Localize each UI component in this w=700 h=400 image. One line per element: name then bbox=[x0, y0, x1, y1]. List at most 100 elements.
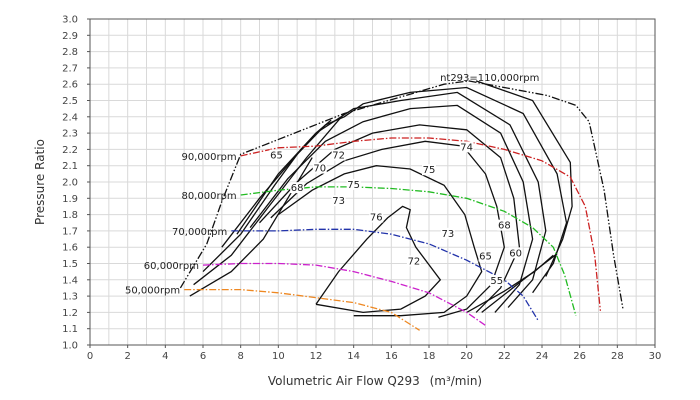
efficiency-label: 65 bbox=[479, 252, 492, 263]
plot-frame bbox=[89, 18, 656, 346]
surge-and-max-speed-lines bbox=[179, 80, 624, 310]
efficiency-label: 68 bbox=[291, 183, 304, 194]
efficiency-label: 72 bbox=[332, 151, 345, 162]
x-tick-label: 6 bbox=[200, 351, 206, 362]
x-tick-label: 22 bbox=[498, 351, 511, 362]
y-tick-label: 2.0 bbox=[62, 178, 78, 189]
efficiency-label-bg bbox=[269, 149, 284, 161]
efficiency-label: 75 bbox=[423, 165, 436, 176]
labels: 90,000rpm 80,000rpm 70,000rpm 60,000rpm 50,0… bbox=[125, 73, 539, 296]
y-tick-label: 1.1 bbox=[62, 324, 78, 335]
efficiency-contour-75 bbox=[277, 165, 483, 317]
efficiency-label-bg bbox=[312, 162, 327, 174]
speed-line-label: 90,000rpm bbox=[181, 152, 236, 163]
efficiency-label: 75 bbox=[347, 180, 360, 191]
x-axis-title: Volumetric Air Flow Q293 (m³/min) bbox=[268, 374, 482, 388]
y-tick-label: 1.8 bbox=[62, 210, 78, 221]
efficiency-label: 65 bbox=[270, 151, 283, 162]
efficiency-label-bg bbox=[440, 227, 455, 239]
efficiency-label-bg bbox=[331, 195, 346, 207]
efficiency-islands bbox=[189, 80, 573, 318]
x-axis-ticks: 0 2 4 6 8 10 12 14 16 18 20 22 24 26 28 30 bbox=[87, 345, 662, 362]
speed-line-label: 50,000rpm bbox=[125, 286, 180, 297]
surge-line bbox=[179, 80, 469, 289]
speed-line-90,000rpm bbox=[240, 137, 602, 311]
x-tick-label: 30 bbox=[649, 351, 662, 362]
efficiency-label-bg bbox=[508, 247, 523, 259]
x-tick-label: 20 bbox=[460, 351, 473, 362]
efficiency-contour-55 bbox=[466, 254, 554, 313]
efficiency-label: 76 bbox=[370, 212, 383, 223]
y-tick-label: 2.7 bbox=[62, 63, 78, 74]
efficiency-label: 60 bbox=[509, 248, 522, 259]
efficiency-label-bg bbox=[497, 219, 512, 231]
x-tick-label: 0 bbox=[87, 351, 93, 362]
y-axis-ticks: 1.0 1.1 1.2 1.3 1.4 1.5 1.6 1.7 1.8 1.9 2.0 2.1 2.2 2… bbox=[62, 15, 90, 352]
x-tick-label: 8 bbox=[237, 351, 243, 362]
y-tick-label: 3.0 bbox=[62, 15, 78, 26]
y-tick-label: 1.3 bbox=[62, 292, 78, 303]
y-tick-label: 1.5 bbox=[62, 259, 78, 270]
max-speed-line bbox=[468, 80, 624, 310]
y-tick-label: 2.5 bbox=[62, 96, 78, 107]
y-tick-label: 2.4 bbox=[62, 112, 78, 123]
y-axis-title: Pressure Ratio bbox=[33, 139, 47, 225]
efficiency-label-bg bbox=[406, 255, 421, 267]
efficiency-label-bg bbox=[459, 141, 474, 153]
efficiency-label-bg bbox=[422, 164, 436, 176]
speed-line-70,000rpm bbox=[231, 228, 539, 321]
efficiency-label-bg bbox=[478, 250, 493, 262]
x-tick-label: 24 bbox=[536, 351, 549, 362]
max-speed-label: nt293=110,000rpm bbox=[440, 73, 539, 84]
efficiency-label-bg bbox=[369, 211, 384, 223]
efficiency-label-bg bbox=[489, 275, 504, 287]
efficiency-label-bg bbox=[290, 182, 305, 194]
x-tick-label: 28 bbox=[611, 351, 624, 362]
x-tick-label: 16 bbox=[385, 351, 398, 362]
y-tick-label: 2.9 bbox=[62, 31, 78, 42]
efficiency-label: 73 bbox=[441, 229, 454, 240]
y-tick-label: 1.0 bbox=[62, 341, 78, 352]
x-tick-label: 18 bbox=[423, 351, 436, 362]
speed-line-label: 60,000rpm bbox=[144, 261, 199, 272]
efficiency-label: 72 bbox=[408, 257, 421, 268]
y-tick-label: 1.6 bbox=[62, 243, 78, 254]
y-tick-label: 2.3 bbox=[62, 129, 78, 140]
x-tick-label: 26 bbox=[573, 351, 586, 362]
efficiency-contour-76 bbox=[315, 205, 442, 314]
speed-line-60,000rpm bbox=[202, 262, 486, 326]
y-tick-label: 1.7 bbox=[62, 226, 78, 237]
efficiency-label: 73 bbox=[332, 196, 345, 207]
efficiency-label: 68 bbox=[498, 221, 511, 232]
efficiency-label: 74 bbox=[460, 142, 473, 153]
y-tick-label: 2.1 bbox=[62, 161, 78, 172]
efficiency-contour-65 bbox=[202, 119, 332, 273]
efficiency-label-bg bbox=[331, 149, 346, 161]
x-tick-label: 10 bbox=[272, 351, 285, 362]
speed-line-80,000rpm bbox=[240, 186, 577, 316]
x-tick-label: 14 bbox=[347, 351, 360, 362]
efficiency-label-bg bbox=[346, 178, 361, 190]
y-tick-label: 1.4 bbox=[62, 275, 78, 286]
y-tick-label: 1.2 bbox=[62, 308, 78, 319]
speed-line-label: 70,000rpm bbox=[172, 227, 227, 238]
y-tick-label: 2.8 bbox=[62, 47, 78, 58]
x-tick-label: 2 bbox=[124, 351, 130, 362]
x-tick-label: 4 bbox=[162, 351, 168, 362]
y-tick-label: 2.2 bbox=[62, 145, 78, 156]
efficiency-contour-65 bbox=[475, 80, 573, 277]
efficiency-contour-74 bbox=[270, 140, 505, 318]
efficiency-label: 70 bbox=[313, 164, 326, 175]
speed-line-label: 80,000rpm bbox=[181, 191, 236, 202]
x-tick-label: 12 bbox=[310, 351, 323, 362]
efficiency-contour-72 bbox=[249, 104, 534, 313]
efficiency-contour-60 bbox=[193, 113, 345, 286]
speed-line-50,000rpm bbox=[184, 288, 420, 331]
y-tick-label: 1.9 bbox=[62, 194, 78, 205]
efficiency-contour-68 bbox=[221, 86, 568, 294]
efficiency-contour-73 bbox=[259, 124, 521, 313]
efficiency-label: 55 bbox=[490, 276, 503, 287]
y-tick-label: 2.6 bbox=[62, 80, 78, 91]
speed-lines bbox=[184, 137, 602, 331]
